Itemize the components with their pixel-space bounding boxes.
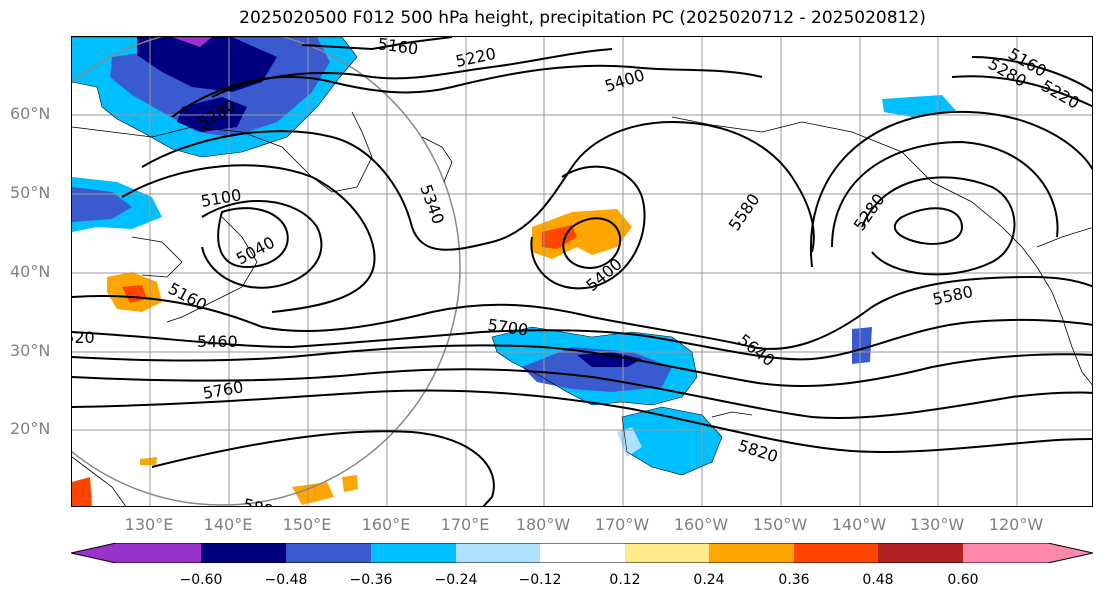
gridlines <box>72 37 1092 506</box>
precip-region-central-core <box>577 352 642 367</box>
coastlines <box>72 111 1092 506</box>
contour-label: 5580 <box>931 282 975 309</box>
colorbar-tick-label: 0.24 <box>693 572 725 588</box>
colorbar-segment-sky-blue <box>371 543 456 563</box>
precip-pos-south2 <box>342 475 358 492</box>
colorbar-tick-label: 0.36 <box>778 572 810 588</box>
colorbar-tick-label: 0.12 <box>609 572 641 588</box>
colorbar-segment-firebrick <box>878 543 963 563</box>
shading-outlines <box>72 37 723 476</box>
contour-label: 5580 <box>725 190 764 234</box>
colorbar-segment-white <box>540 543 625 563</box>
contour-label: 5700 <box>486 315 529 339</box>
precip-region-east2 <box>852 327 872 364</box>
precip-region-south <box>622 407 722 475</box>
colorbar-segment-royal-blue <box>286 543 371 563</box>
lon-label-120w: 120°W <box>988 515 1044 534</box>
precip-region-west-inner <box>72 187 132 222</box>
lat-label-30n: 30°N <box>10 341 51 360</box>
lon-label-170e: 170°E <box>440 515 490 534</box>
precip-pos-small <box>140 457 157 465</box>
contour-label: 5160 <box>376 37 419 59</box>
lon-label-180w: 180°W <box>515 515 571 534</box>
colorbar-tick-label: −0.12 <box>518 572 562 588</box>
range-circle <box>72 37 461 506</box>
height-contours <box>72 37 1092 506</box>
precip-region-east <box>882 95 957 117</box>
contour-label: 5340 <box>416 182 448 227</box>
lat-label-50n: 50°N <box>10 183 51 202</box>
colorbar-segment-light-blue <box>456 543 540 563</box>
lon-label-130e: 130°E <box>124 515 174 534</box>
colorbar <box>71 543 1093 563</box>
lon-label-150w: 150°W <box>752 515 808 534</box>
precip-region-nw-core <box>137 37 277 92</box>
map-panel[interactable]: 5160 5220 5400 5160 5280 5220 5280 5100 … <box>71 36 1093 507</box>
contour-label: 5880 <box>241 495 285 507</box>
colorbar-tick-label: 0.60 <box>947 572 979 588</box>
colorbar-tick-label: −0.24 <box>434 572 478 588</box>
map-title: 2025020500 F012 500 hPa height, precipit… <box>239 8 926 28</box>
colorbar-segment-orange <box>709 543 794 563</box>
colorbar-segment-gold <box>625 543 709 563</box>
map-canvas: 5160 5220 5400 5160 5280 5220 5280 5100 … <box>72 37 1092 507</box>
contour-label: 5400 <box>602 65 647 96</box>
precip-region-top-left <box>172 37 212 47</box>
colorbar-segment-navy <box>201 543 286 563</box>
precip-pos-south1 <box>292 482 334 505</box>
precip-pos-south3 <box>72 477 92 506</box>
contour-label: 5400 <box>582 254 625 295</box>
colorbar-tick-label: −0.36 <box>349 572 393 588</box>
contour-label: 5520 <box>72 328 95 347</box>
colorbar-segment-red-orange <box>794 543 878 563</box>
lat-label-40n: 40°N <box>10 262 51 281</box>
contour-label: 5100 <box>199 185 242 211</box>
lon-label-150e: 150°E <box>282 515 332 534</box>
colorbar-tick-label: −0.48 <box>264 572 308 588</box>
colorbar-tick-label: 0.48 <box>862 572 894 588</box>
lon-label-140w: 140°W <box>831 515 887 534</box>
lon-label-170w: 170°W <box>594 515 650 534</box>
lon-label-140e: 140°E <box>203 515 253 534</box>
precip-shading <box>72 37 957 506</box>
contour-label: 5040 <box>233 233 278 269</box>
lon-label-160w: 160°W <box>673 515 729 534</box>
lat-label-60n: 60°N <box>10 104 51 123</box>
contour-label: 5460 <box>197 332 238 351</box>
lat-label-20n: 20°N <box>10 419 51 438</box>
contour-label: 5640 <box>735 330 779 370</box>
lon-label-160e: 160°E <box>361 515 411 534</box>
contour-label: 5160 <box>165 279 210 315</box>
colorbar-segment-purple-extend <box>71 543 201 563</box>
lon-label-130w: 130°W <box>909 515 965 534</box>
colorbar-segment-pink-extend <box>963 543 1093 563</box>
colorbar-tick-label: −0.60 <box>179 572 223 588</box>
